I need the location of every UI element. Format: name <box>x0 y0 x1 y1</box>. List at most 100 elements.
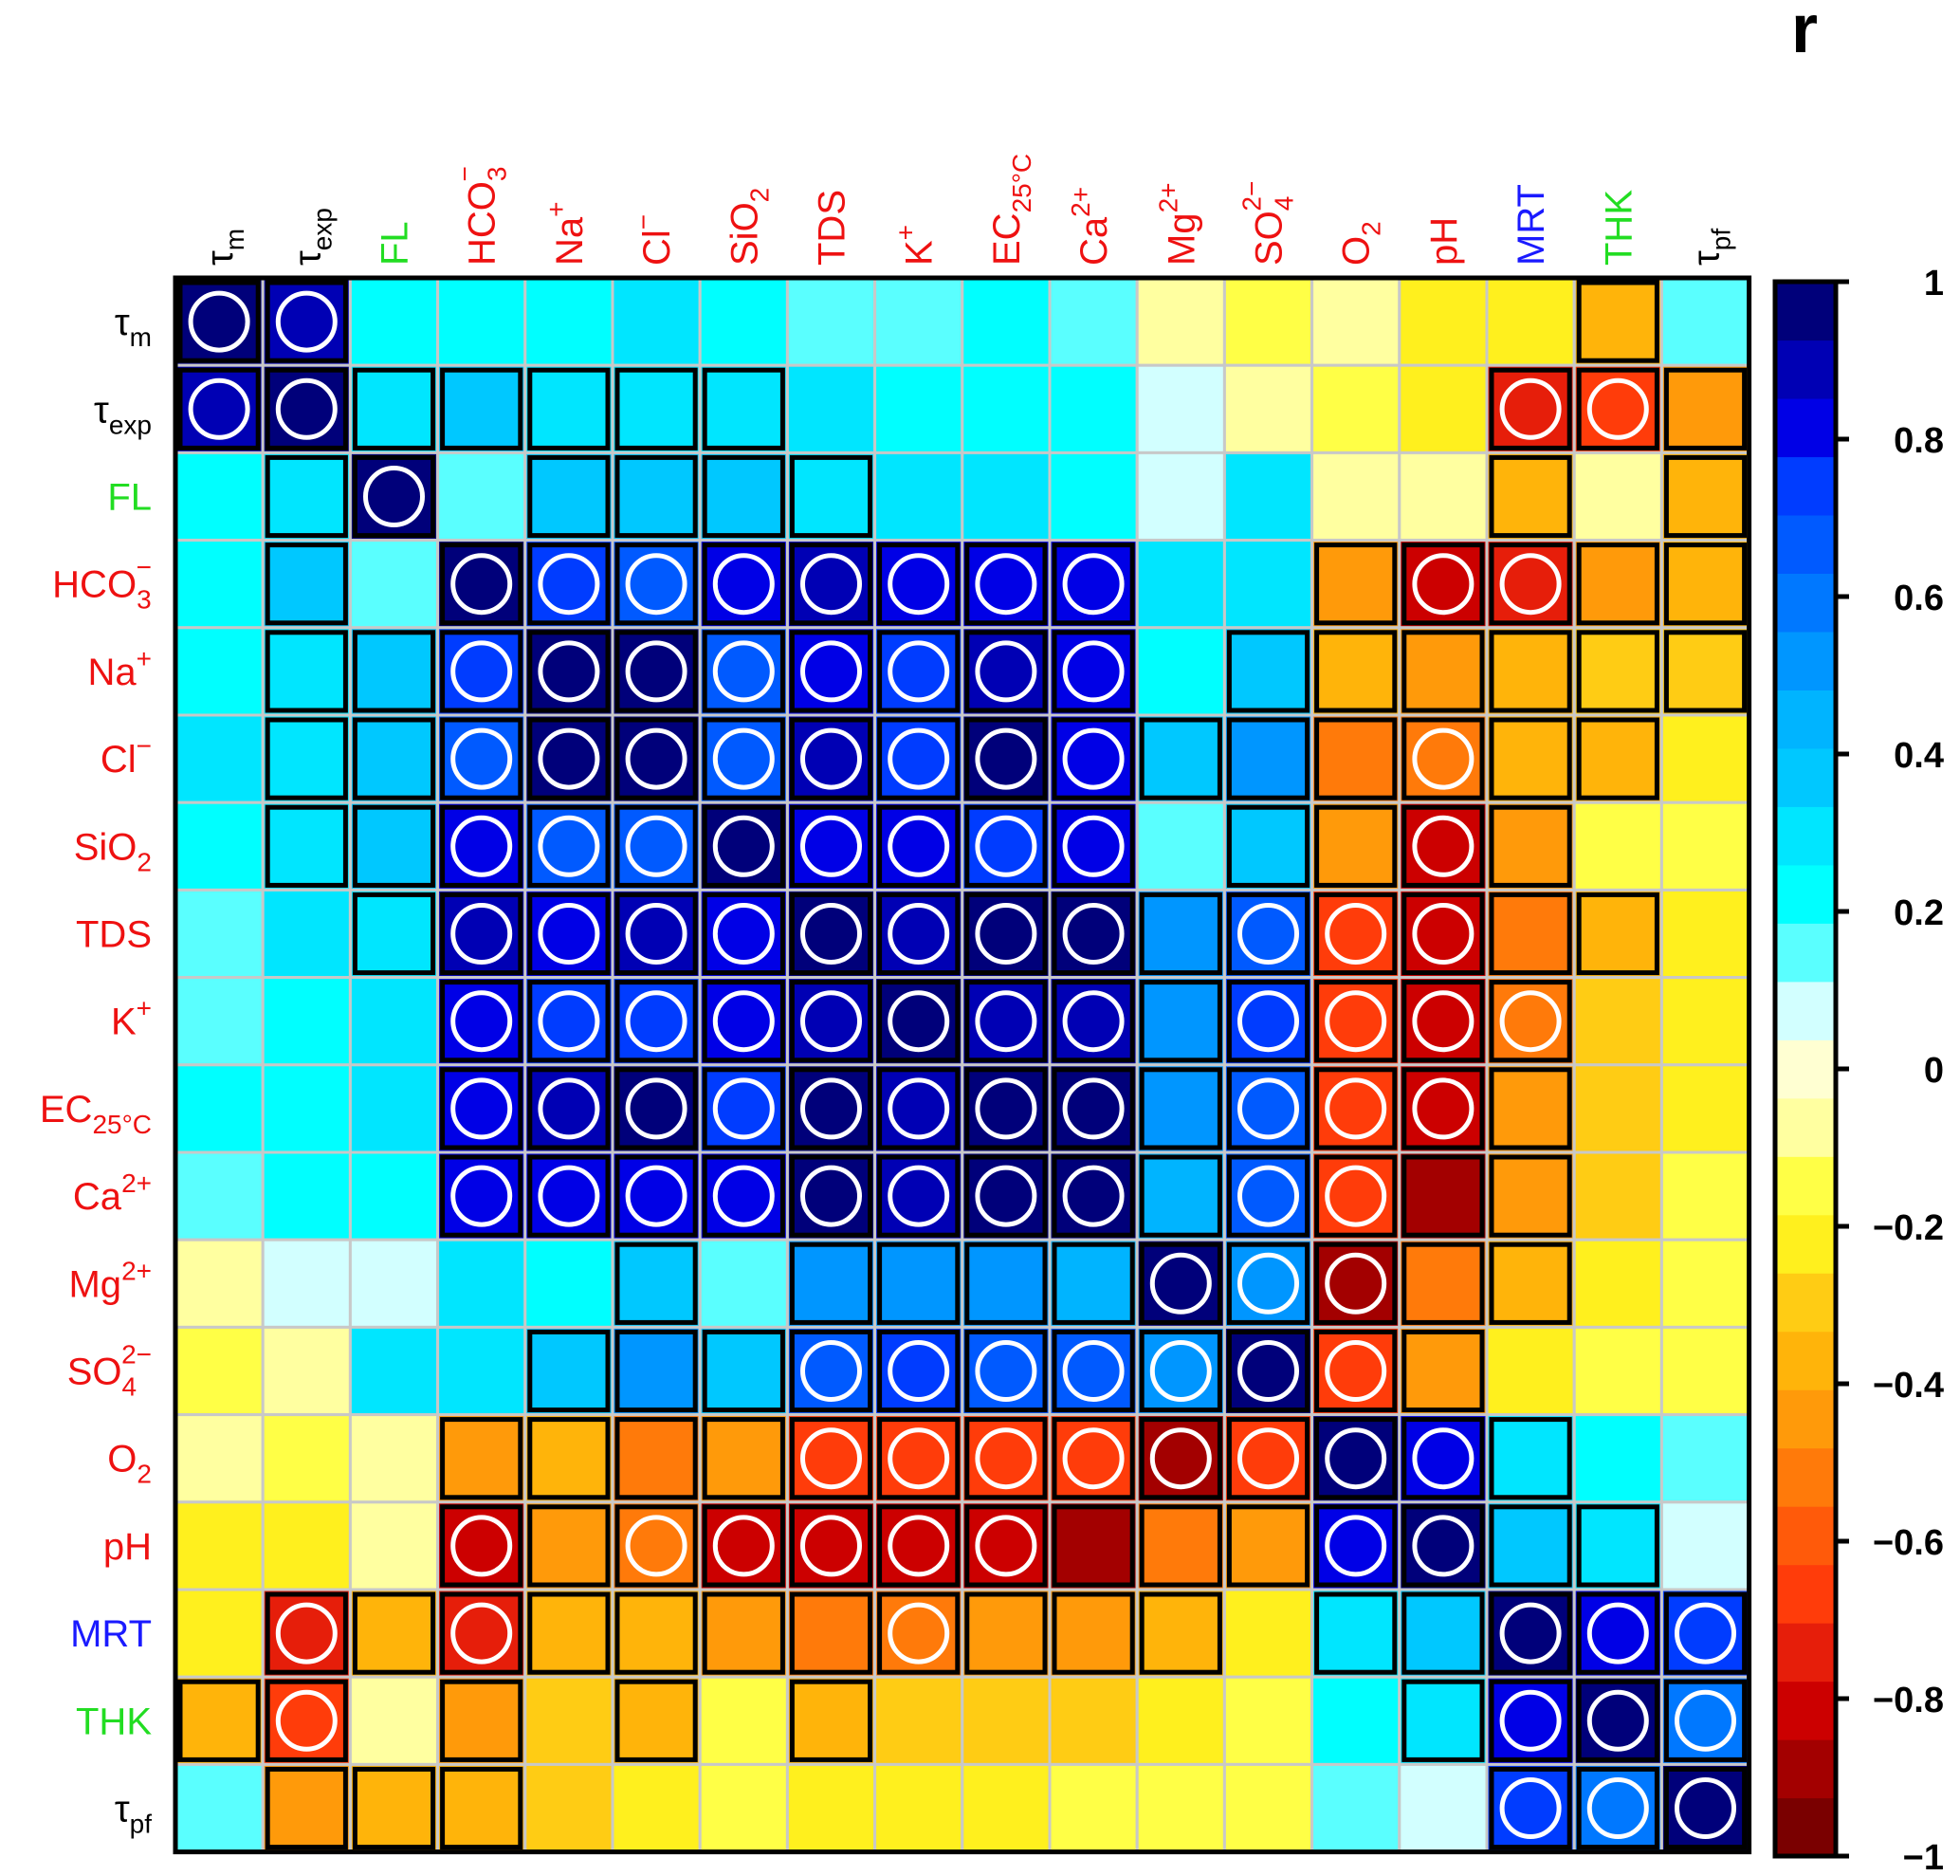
significance-box <box>702 630 785 713</box>
significance-box <box>877 1329 961 1413</box>
significance-box <box>265 804 348 888</box>
cell-fill <box>523 276 614 367</box>
significance-box <box>1226 630 1310 713</box>
significance-box <box>614 1417 698 1500</box>
significance-box <box>1226 1504 1310 1588</box>
heatmap-cell <box>698 539 789 630</box>
heatmap-cell <box>1048 713 1139 804</box>
heatmap-cell <box>1572 713 1663 804</box>
significance-box <box>702 1417 785 1500</box>
column-label: Cl− <box>629 214 678 266</box>
significance-box <box>440 804 523 888</box>
heatmap-cell <box>785 451 877 543</box>
column-label: MRT <box>1511 184 1552 266</box>
heatmap-cell <box>523 976 614 1067</box>
cell-fill <box>261 1238 352 1329</box>
cell-fill <box>698 451 789 543</box>
heatmap-cell <box>873 1150 964 1241</box>
heatmap-cell <box>873 1413 964 1504</box>
significance-box <box>1489 804 1572 888</box>
significance-box <box>877 1067 961 1150</box>
cell-fill <box>261 1762 352 1854</box>
heatmap-cell <box>611 1063 702 1154</box>
significance-box <box>614 1679 698 1762</box>
heatmap-cell <box>1572 276 1663 367</box>
heatmap-cell <box>1135 1500 1226 1591</box>
heatmap-cell <box>1398 1325 1489 1417</box>
cell-fill <box>1222 539 1314 630</box>
heatmap-cell <box>611 1150 702 1241</box>
significance-circle <box>1237 903 1299 965</box>
heatmap-cell <box>174 1762 265 1854</box>
colorbar-bin <box>1775 397 1836 458</box>
cell-fill <box>961 363 1052 454</box>
heatmap-cell <box>1485 539 1576 630</box>
heatmap-cell <box>1135 976 1226 1067</box>
cell-fill <box>174 1588 265 1679</box>
label-base: FL <box>107 477 152 519</box>
significance-circle <box>625 1165 687 1227</box>
significance-circle <box>975 1077 1037 1140</box>
cell-fill <box>1048 451 1139 543</box>
heatmap-cell <box>1659 1675 1751 1766</box>
significance-box <box>789 543 873 626</box>
heatmap-cell <box>611 1675 702 1766</box>
significance-circle <box>888 1602 950 1664</box>
colorbar-tick-label: −0.8 <box>1873 1681 1944 1720</box>
significance-box <box>177 280 261 363</box>
label-base: SO <box>1249 211 1291 266</box>
heatmap-cell <box>785 1063 877 1154</box>
significance-circle <box>1499 1602 1562 1664</box>
heatmap-cell <box>873 800 964 892</box>
significance-circle <box>1149 1252 1212 1315</box>
label-base: MRT <box>1511 184 1552 266</box>
cell-fill <box>174 626 265 717</box>
significance-box <box>877 1417 961 1500</box>
cell-fill <box>523 1500 614 1591</box>
significance-box <box>1139 1067 1222 1150</box>
heatmap-cell <box>261 626 352 717</box>
heatmap-cell <box>1659 1238 1751 1329</box>
heatmap-cell <box>1572 1413 1663 1504</box>
heatmap-cell <box>1659 1762 1751 1854</box>
heatmap-cell <box>1048 1413 1139 1504</box>
cell-fill <box>1485 1325 1576 1417</box>
label-base: EC <box>986 212 1028 266</box>
significance-box <box>964 543 1048 626</box>
significance-circle <box>800 1515 862 1577</box>
significance-circle <box>538 903 600 965</box>
heatmap-cell <box>698 888 789 980</box>
significance-box <box>1401 717 1485 800</box>
cell-fill <box>174 1762 265 1854</box>
significance-circle <box>1062 1165 1125 1227</box>
cell-fill <box>1659 1150 1751 1241</box>
significance-circle <box>538 990 600 1053</box>
significance-box <box>352 717 436 800</box>
heatmap-cell <box>1048 976 1139 1067</box>
significance-box <box>789 1679 873 1762</box>
heatmap-cell <box>698 1500 789 1591</box>
heatmap-cell <box>1659 276 1751 367</box>
significance-circle <box>1325 1427 1387 1490</box>
label-subscript: 3 <box>483 167 512 182</box>
colorbar-tick-label: 0 <box>1924 1051 1944 1091</box>
cell-fill <box>1398 1150 1489 1241</box>
heatmap-cell <box>523 1500 614 1591</box>
row-label: Na+ <box>88 644 153 693</box>
cell-fill <box>174 888 265 980</box>
cell-fill <box>174 713 265 804</box>
significance-box <box>440 980 523 1063</box>
cell-fill <box>348 1150 440 1241</box>
heatmap-cell <box>698 276 789 367</box>
heatmap-cell <box>698 1238 789 1329</box>
significance-box <box>1576 717 1659 800</box>
heatmap-cell <box>1048 1063 1139 1154</box>
cell-fill <box>1222 626 1314 717</box>
significance-circle <box>1675 1689 1736 1752</box>
heatmap-cell <box>1572 1325 1663 1417</box>
label-superscript: − <box>137 553 152 582</box>
heatmap-cell <box>611 800 702 892</box>
label-base: O <box>1336 236 1378 266</box>
cell-fill <box>1485 1500 1576 1591</box>
heatmap-cell <box>348 276 440 367</box>
